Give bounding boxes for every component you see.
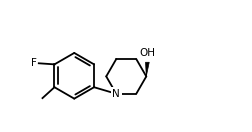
Text: OH: OH [139,48,155,58]
Polygon shape [145,62,149,76]
Text: F: F [31,58,37,68]
Text: N: N [112,89,120,99]
